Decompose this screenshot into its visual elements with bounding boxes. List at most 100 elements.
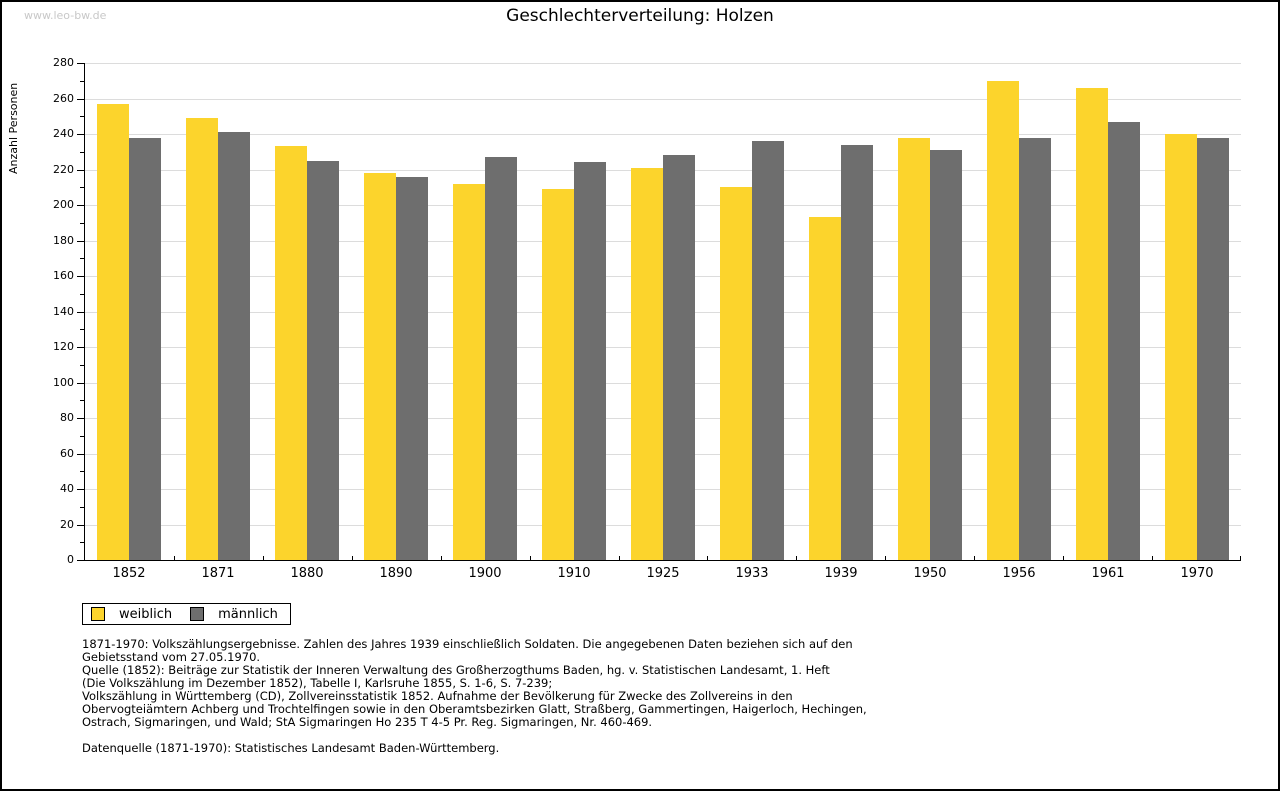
y-axis-major-tick [77, 454, 84, 455]
y-axis-minor-tick [80, 542, 84, 543]
bar-1871-weiblich [186, 118, 218, 560]
chart-title: Geschlechterverteilung: Holzen [506, 6, 774, 26]
footnotes: 1871-1970: Volkszählungsergebnisse. Zahl… [82, 638, 1182, 755]
y-axis-minor-tick [80, 294, 84, 295]
y-axis-minor-tick [80, 152, 84, 153]
bar-1910-männlich [574, 162, 606, 560]
x-axis-label: 1925 [646, 566, 680, 581]
x-axis-tick [441, 556, 442, 560]
y-axis-tick-label: 40 [60, 482, 74, 495]
y-axis-minor-tick [80, 400, 84, 401]
y-axis-minor-tick [80, 187, 84, 188]
x-axis-label: 1910 [557, 566, 591, 581]
footnote-line: Volkszählung in Württemberg (CD), Zollve… [82, 689, 793, 703]
x-axis-label: 1970 [1180, 566, 1214, 581]
x-axis-tick [974, 556, 975, 560]
y-axis-major-tick [77, 418, 84, 419]
y-axis-tick-label: 240 [53, 127, 74, 140]
data-source-line: Datenquelle (1871-1970): Statistisches L… [82, 741, 500, 755]
y-axis-tick-label: 120 [53, 340, 74, 353]
legend: weiblich männlich [82, 603, 291, 625]
y-axis-minor-tick [80, 81, 84, 82]
x-axis-label: 1880 [290, 566, 324, 581]
y-axis-tick-label: 180 [53, 234, 74, 247]
bar-1933-weiblich [720, 187, 752, 560]
bar-1961-weiblich [1076, 88, 1108, 560]
y-axis-major-tick [77, 489, 84, 490]
bar-1939-weiblich [809, 217, 841, 560]
x-axis-tick [1063, 556, 1064, 560]
footnote-line: 1871-1970: Volkszählungsergebnisse. Zahl… [82, 637, 853, 651]
bar-1925-männlich [663, 155, 695, 560]
plot-area: 0 20 40 60 80 100 120 140 160 180 200 220 240 260 280 1… [53, 56, 1241, 581]
x-axis-tick [530, 556, 531, 560]
x-axis-tick [619, 556, 620, 560]
y-axis-tick-label: 220 [53, 163, 74, 176]
y-axis-tick-label: 0 [67, 553, 74, 566]
x-axis-tick [1240, 556, 1241, 560]
legend-label-weiblich: weiblich [119, 606, 173, 622]
y-axis-tick-label: 200 [53, 198, 74, 211]
gridline [85, 63, 1241, 64]
x-axis-tick [174, 556, 175, 560]
bar-1880-weiblich [275, 146, 307, 560]
x-axis-tick [352, 556, 353, 560]
footnote-line: Ostrach, Sigmaringen, und Wald; StA Sigm… [82, 715, 653, 729]
x-axis-label: 1890 [379, 566, 413, 581]
y-axis-major-tick [77, 276, 84, 277]
legend-swatch-maennlich [190, 607, 205, 621]
bar-1852-männlich [129, 138, 161, 560]
gridline [85, 134, 1241, 135]
bar-1925-weiblich [631, 168, 663, 560]
bar-1890-männlich [396, 177, 428, 560]
bar-1970-weiblich [1165, 134, 1197, 560]
y-axis-minor-tick [80, 365, 84, 366]
watermark-text: www.leo-bw.de [24, 9, 107, 22]
y-axis-major-tick [77, 312, 84, 313]
y-axis-major-tick [77, 525, 84, 526]
y-axis-major-tick [77, 383, 84, 384]
x-axis-tick [796, 556, 797, 560]
y-axis-minor-tick [80, 329, 84, 330]
x-axis-tick [1152, 556, 1153, 560]
x-axis-label: 1950 [913, 566, 947, 581]
x-axis-label: 1933 [735, 566, 769, 581]
x-axis-label: 1961 [1091, 566, 1125, 581]
bar-1871-männlich [218, 132, 250, 560]
x-axis-tick [885, 556, 886, 560]
bar-1961-männlich [1108, 122, 1140, 560]
y-axis-tick-label: 100 [53, 376, 74, 389]
y-axis-major-tick [77, 63, 84, 64]
y-axis-minor-tick [80, 223, 84, 224]
bar-1950-weiblich [898, 138, 930, 560]
bar-1970-männlich [1197, 138, 1229, 560]
y-axis-major-tick [77, 99, 84, 100]
y-axis-major-tick [77, 134, 84, 135]
y-axis-tick-label: 280 [53, 56, 74, 69]
bar-1900-männlich [485, 157, 517, 560]
x-axis-label: 1871 [201, 566, 235, 581]
bar-1910-weiblich [542, 189, 574, 560]
y-axis-tick-label: 20 [60, 518, 74, 531]
y-axis-minor-tick [80, 258, 84, 259]
y-axis-minor-tick [80, 116, 84, 117]
bar-1852-weiblich [97, 104, 129, 560]
y-axis-tick-label: 160 [53, 269, 74, 282]
footnote-line: Obervogteiämtern Achberg und Trochtelfin… [82, 702, 867, 716]
bar-1956-männlich [1019, 138, 1051, 560]
y-axis-major-tick [77, 347, 84, 348]
x-axis-tick [707, 556, 708, 560]
legend-swatch-weiblich [91, 607, 105, 621]
x-axis-label: 1956 [1002, 566, 1036, 581]
y-axis-tick-label: 60 [60, 447, 74, 460]
y-axis-minor-tick [80, 507, 84, 508]
x-axis-label: 1939 [824, 566, 858, 581]
y-axis-major-tick [77, 205, 84, 206]
bar-1939-männlich [841, 145, 873, 560]
y-axis-minor-tick [80, 471, 84, 472]
footnote-line: (Die Volkszählung im Dezember 1852), Tab… [82, 676, 553, 690]
bar-1956-weiblich [987, 81, 1019, 560]
bar-1950-männlich [930, 150, 962, 560]
legend-label-maennlich: männlich [218, 606, 278, 622]
